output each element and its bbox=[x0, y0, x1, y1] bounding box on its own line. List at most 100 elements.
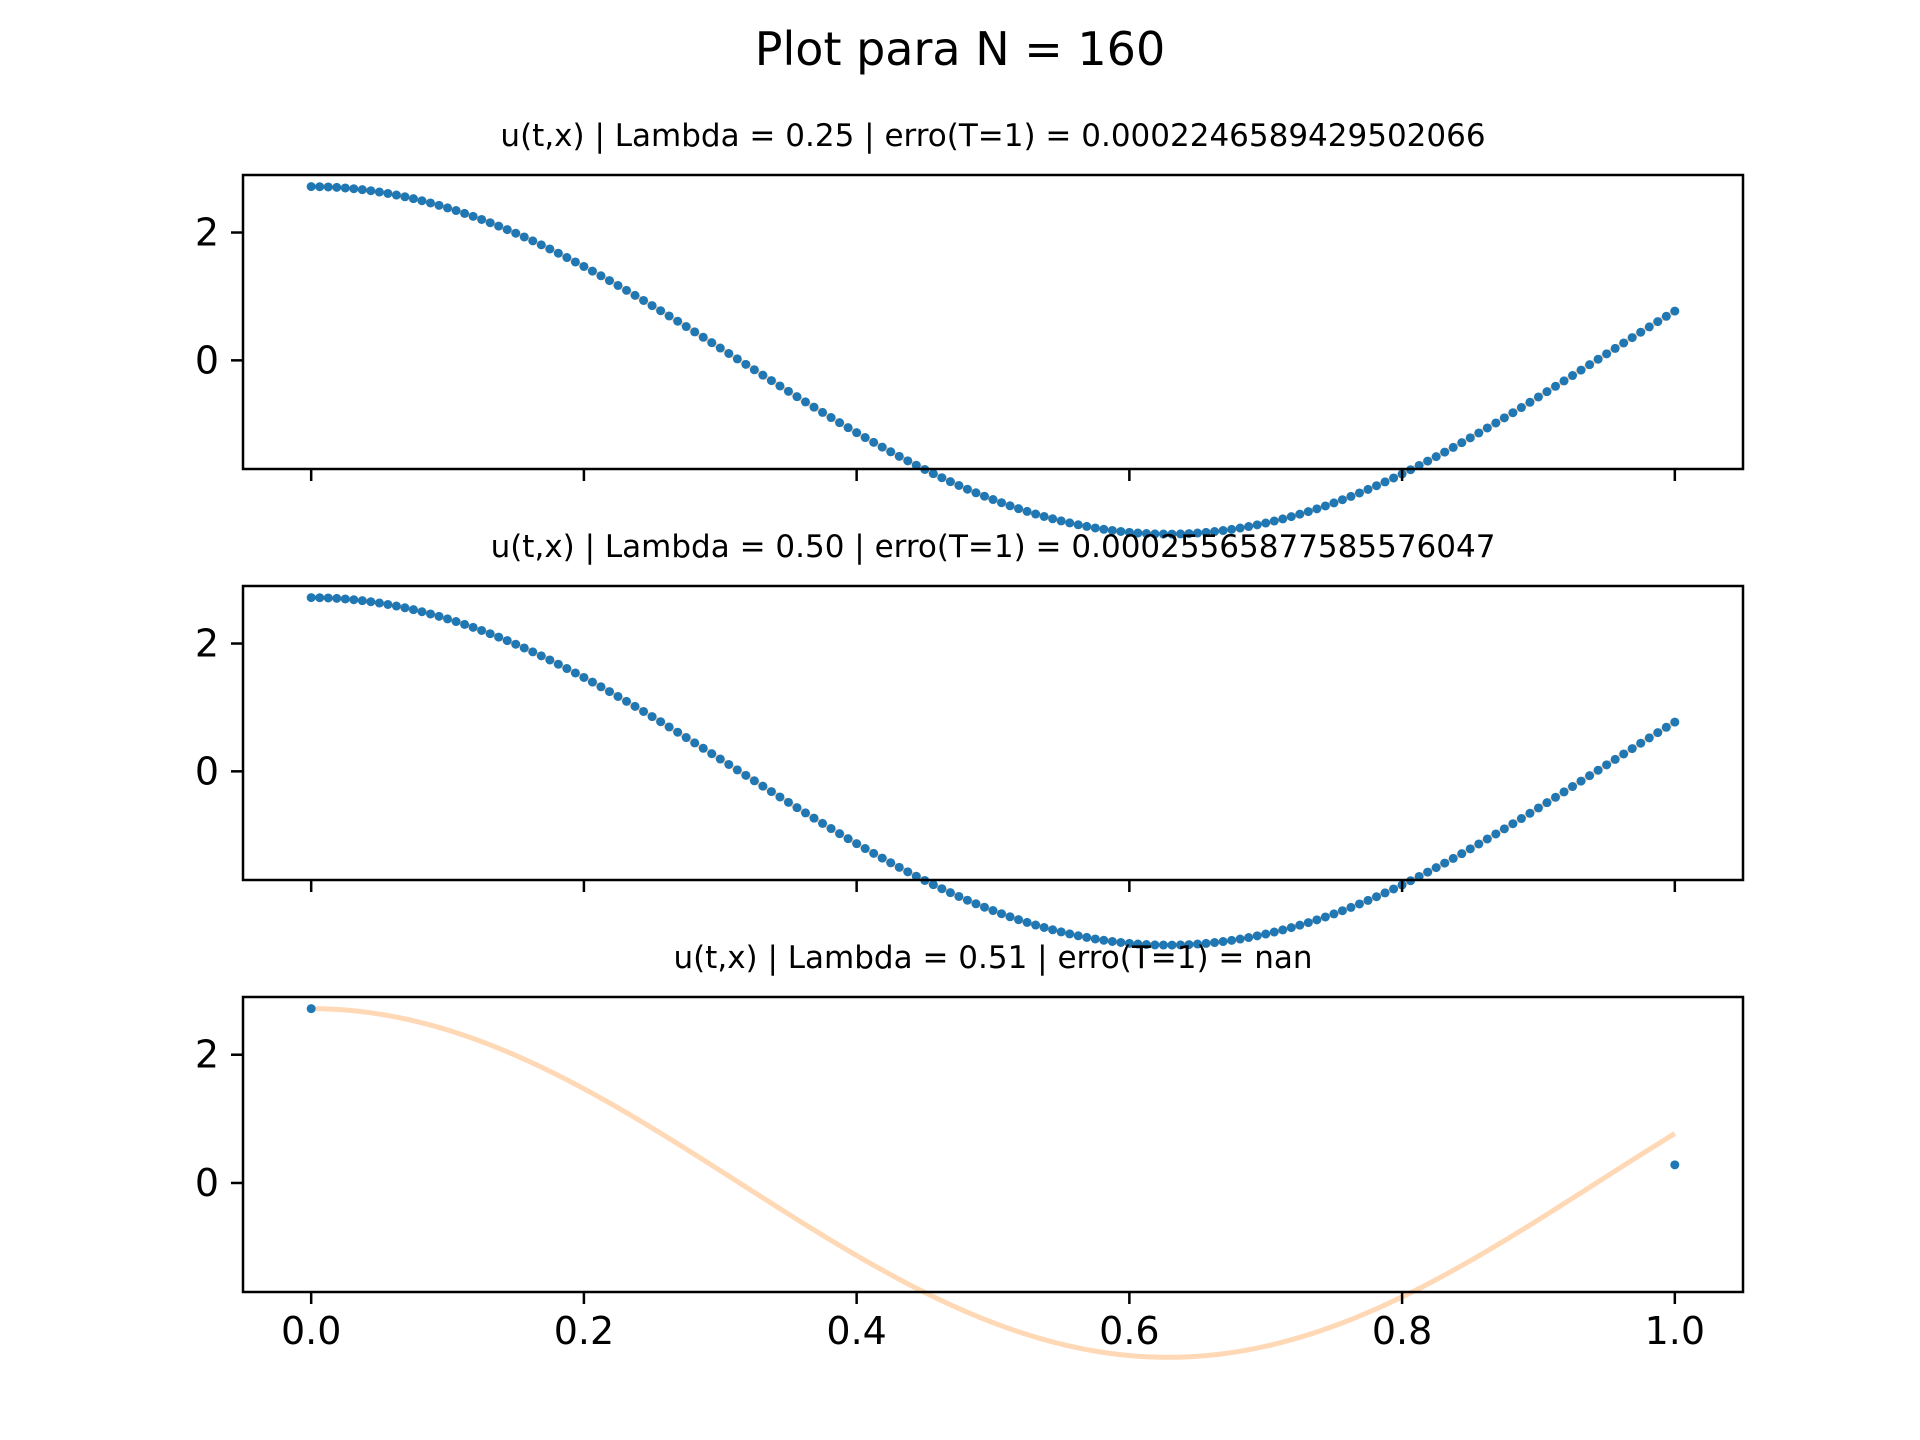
subplot-2: u(t,x) | Lambda = 0.50 | erro(T=1) = 0.0… bbox=[195, 529, 1745, 950]
data-point bbox=[383, 188, 393, 198]
approx-solution-points bbox=[306, 593, 1680, 950]
data-point bbox=[707, 749, 717, 759]
data-point bbox=[1329, 498, 1339, 508]
data-point bbox=[1516, 814, 1526, 824]
data-point bbox=[1184, 940, 1194, 950]
data-point bbox=[843, 834, 853, 844]
data-point bbox=[860, 844, 870, 854]
data-point bbox=[1516, 403, 1526, 413]
data-point bbox=[792, 392, 802, 402]
data-point bbox=[1269, 927, 1279, 937]
data-point bbox=[1431, 863, 1441, 873]
data-point bbox=[374, 187, 384, 197]
data-point bbox=[792, 803, 802, 813]
data-point bbox=[315, 593, 325, 603]
data-point bbox=[570, 257, 580, 267]
data-point bbox=[536, 240, 546, 250]
data-point bbox=[715, 343, 725, 353]
data-point bbox=[1252, 931, 1262, 941]
data-point bbox=[1141, 529, 1151, 539]
data-point bbox=[852, 839, 862, 849]
data-point bbox=[911, 871, 921, 881]
data-point bbox=[349, 595, 359, 605]
data-point bbox=[1593, 765, 1603, 775]
data-point bbox=[1218, 937, 1228, 947]
axes-frame bbox=[241, 173, 1745, 471]
data-point bbox=[1295, 920, 1305, 930]
data-point bbox=[579, 672, 589, 682]
data-point bbox=[383, 599, 393, 609]
data-point bbox=[1354, 899, 1364, 909]
data-point bbox=[1337, 495, 1347, 505]
data-point bbox=[1286, 923, 1296, 933]
data-point bbox=[1593, 354, 1603, 364]
data-point bbox=[681, 322, 691, 332]
data-point bbox=[1048, 925, 1058, 935]
data-point bbox=[1278, 514, 1288, 524]
data-point bbox=[1508, 408, 1518, 418]
data-point bbox=[1090, 523, 1100, 533]
data-point bbox=[962, 895, 972, 905]
data-point bbox=[417, 607, 427, 617]
data-point bbox=[408, 194, 418, 204]
data-point bbox=[1670, 717, 1680, 727]
data-point bbox=[1065, 929, 1075, 939]
data-point bbox=[1022, 917, 1032, 927]
data-point bbox=[1320, 501, 1330, 511]
y-tick-label: 0 bbox=[195, 1161, 219, 1205]
data-point bbox=[494, 221, 504, 231]
data-point bbox=[775, 381, 785, 391]
data-point bbox=[1636, 327, 1646, 337]
data-point bbox=[630, 290, 640, 300]
data-point bbox=[1031, 509, 1041, 519]
data-point bbox=[400, 603, 410, 613]
data-point bbox=[1031, 920, 1041, 930]
data-point bbox=[1414, 460, 1424, 470]
data-point bbox=[1099, 524, 1109, 534]
data-point bbox=[528, 236, 538, 246]
data-point bbox=[1533, 803, 1543, 813]
data-point bbox=[1124, 527, 1134, 537]
data-point bbox=[1482, 423, 1492, 433]
x-tick-label: 0.0 bbox=[281, 1309, 341, 1353]
data-point bbox=[809, 813, 819, 823]
data-point bbox=[400, 192, 410, 202]
data-point bbox=[1619, 338, 1629, 348]
data-point bbox=[391, 601, 401, 611]
data-point bbox=[1363, 895, 1373, 905]
data-point bbox=[1201, 527, 1211, 537]
data-point bbox=[673, 316, 683, 326]
data-point bbox=[451, 206, 461, 216]
data-point bbox=[426, 609, 435, 619]
subplot-1: u(t,x) | Lambda = 0.25 | erro(T=1) = 0.0… bbox=[195, 118, 1745, 539]
data-point bbox=[460, 208, 470, 218]
data-point bbox=[1448, 853, 1458, 863]
data-point bbox=[332, 182, 342, 192]
data-point bbox=[1474, 428, 1484, 438]
data-point bbox=[894, 451, 904, 461]
data-point bbox=[801, 808, 810, 818]
data-point bbox=[1065, 518, 1075, 528]
data-point bbox=[1116, 937, 1126, 947]
data-point bbox=[502, 225, 512, 235]
data-point bbox=[801, 397, 810, 407]
data-point bbox=[1414, 871, 1424, 881]
data-point bbox=[357, 185, 367, 195]
data-point bbox=[613, 280, 623, 290]
data-point bbox=[570, 668, 580, 678]
data-point bbox=[604, 687, 614, 697]
data-point bbox=[954, 480, 964, 490]
data-point bbox=[886, 447, 896, 457]
data-point bbox=[741, 770, 751, 780]
data-point bbox=[349, 184, 359, 194]
data-point bbox=[715, 754, 725, 764]
data-point bbox=[1158, 529, 1168, 539]
data-point bbox=[1141, 940, 1151, 950]
data-point bbox=[357, 596, 367, 606]
data-point bbox=[519, 232, 529, 242]
data-point bbox=[587, 266, 597, 276]
data-point bbox=[1380, 888, 1390, 898]
data-point bbox=[494, 632, 504, 642]
data-point bbox=[1312, 504, 1322, 514]
data-point bbox=[979, 902, 989, 912]
